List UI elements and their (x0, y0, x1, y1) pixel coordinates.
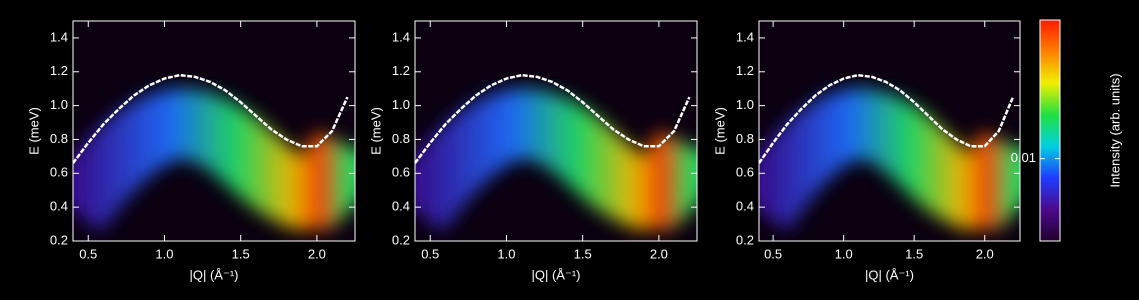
x-tick-label: 1.0 (155, 246, 173, 261)
y-axis-label: E (meV) (368, 107, 383, 155)
y-tick-label: 1.0 (736, 97, 754, 112)
dispersion-line (73, 73, 349, 164)
x-tick-label: 1.0 (497, 246, 515, 261)
y-tick-label: 0.8 (50, 131, 68, 146)
x-tick-label: 1.5 (232, 246, 250, 261)
y-tick-label: 0.2 (392, 232, 410, 247)
colorbar-tick-label: 0.01 (1011, 150, 1036, 165)
axes-frame (758, 20, 1021, 242)
x-tick-label: 2.0 (308, 246, 326, 261)
x-axis-label: |Q| (Å⁻¹) (865, 267, 914, 282)
y-axis-label: E (meV) (26, 107, 41, 155)
x-tick-label: 2.0 (976, 246, 994, 261)
x-axis-label: |Q| (Å⁻¹) (190, 267, 239, 282)
axes-frame (72, 20, 356, 242)
colorbar-label: Intensity (arb. units) (1107, 73, 1122, 187)
x-tick-label: 1.0 (835, 246, 853, 261)
dispersion-line (759, 73, 1015, 164)
plot-area (415, 21, 697, 241)
y-tick-label: 1.4 (392, 29, 410, 44)
y-tick-label: 1.4 (50, 29, 68, 44)
intensity-map (759, 87, 1020, 232)
colorbar (1039, 19, 1061, 242)
x-axis-label: |Q| (Å⁻¹) (532, 267, 581, 282)
y-tick-label: 1.4 (736, 29, 754, 44)
y-tick-label: 0.4 (50, 199, 68, 214)
intensity-map (415, 87, 697, 233)
y-tick-label: 0.6 (392, 165, 410, 180)
axes-frame (414, 20, 698, 242)
y-tick-label: 1.2 (50, 63, 68, 78)
x-tick-label: 0.5 (79, 246, 97, 261)
intensity-map (73, 87, 355, 233)
y-tick-label: 0.8 (392, 131, 410, 146)
y-tick-label: 0.4 (736, 199, 754, 214)
plot-area (759, 21, 1020, 241)
y-tick-label: 0.8 (736, 131, 754, 146)
x-tick-label: 0.5 (764, 246, 782, 261)
y-tick-label: 1.2 (736, 63, 754, 78)
y-tick-label: 0.2 (736, 232, 754, 247)
x-tick-label: 2.0 (650, 246, 668, 261)
y-tick-label: 0.6 (50, 165, 68, 180)
plot-area (73, 21, 355, 241)
y-tick-label: 0.6 (736, 165, 754, 180)
x-tick-label: 1.5 (905, 246, 923, 261)
y-tick-label: 1.2 (392, 63, 410, 78)
y-tick-label: 0.2 (50, 232, 68, 247)
x-tick-label: 1.5 (574, 246, 592, 261)
y-tick-label: 1.0 (50, 97, 68, 112)
x-tick-label: 0.5 (421, 246, 439, 261)
y-tick-label: 1.0 (392, 97, 410, 112)
dispersion-line (415, 73, 691, 164)
y-tick-label: 0.4 (392, 199, 410, 214)
y-axis-label: E (meV) (712, 107, 727, 155)
